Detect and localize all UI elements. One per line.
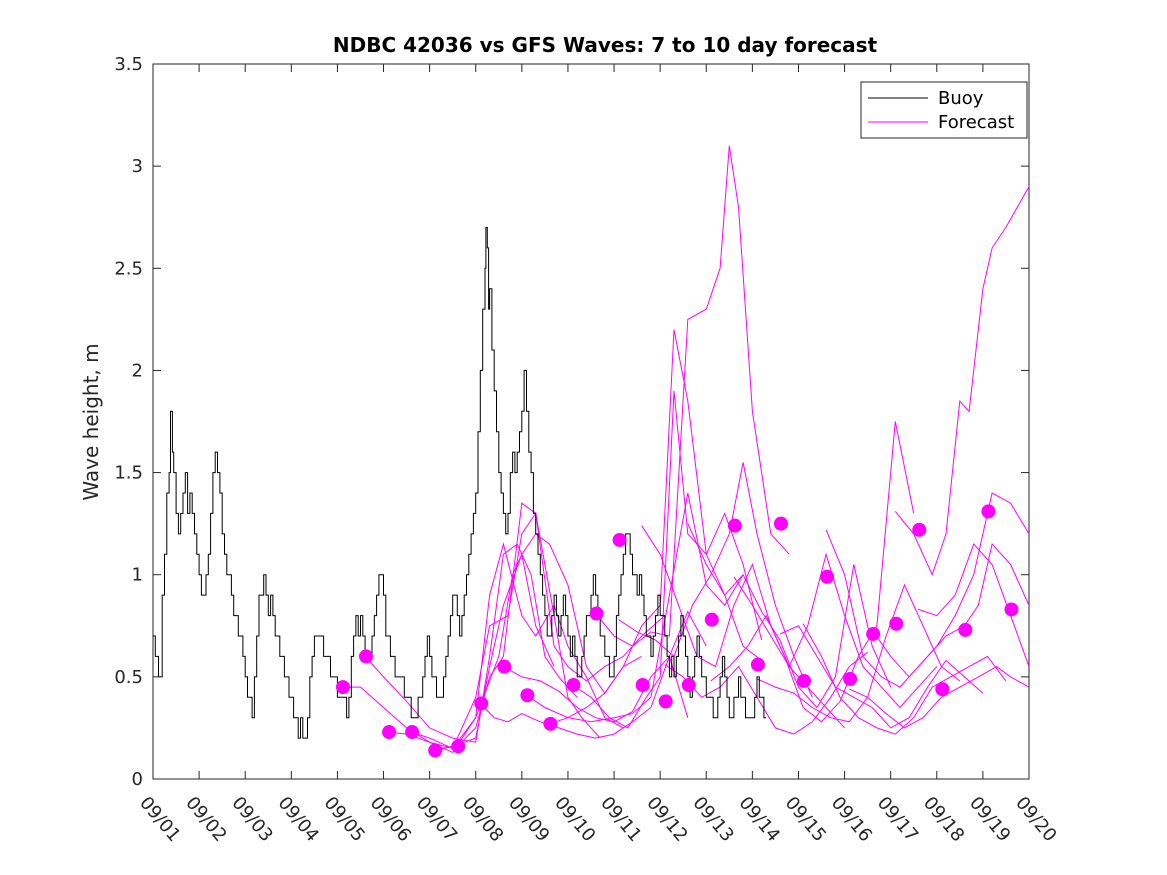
forecast-line — [687, 523, 892, 709]
x-tick-label: 09/05 — [320, 793, 369, 846]
y-tick-label: 1 — [132, 565, 143, 586]
x-tick-label: 09/08 — [458, 793, 507, 846]
forecast-line — [871, 543, 1030, 678]
forecast-marker — [566, 678, 581, 693]
forecast-line — [894, 186, 1030, 577]
axes-box — [152, 63, 1030, 780]
forecast-marker — [935, 682, 950, 697]
forecast-line — [641, 525, 845, 729]
forecast-marker — [612, 532, 627, 547]
forecast-marker — [474, 696, 489, 711]
x-tick-label: 09/17 — [873, 793, 922, 846]
y-tick-label: 2.5 — [114, 258, 143, 279]
y-tick-label: 0 — [132, 769, 143, 790]
x-tick-label: 09/11 — [596, 793, 645, 846]
forecast-line — [572, 390, 763, 729]
forecast-marker — [704, 612, 719, 627]
x-tick-label: 09/18 — [919, 793, 968, 846]
forecast-marker — [958, 622, 973, 637]
x-tick-label: 09/12 — [642, 793, 691, 846]
x-tick-label: 09/06 — [366, 793, 415, 846]
x-tick-label: 09/19 — [965, 793, 1014, 846]
forecast-line — [664, 651, 868, 735]
forecast-marker — [451, 739, 466, 754]
x-tick-label: 09/16 — [827, 793, 876, 846]
x-tick-label: 09/10 — [550, 793, 599, 846]
forecast-line — [364, 543, 578, 743]
legend-forecast-label: Forecast — [938, 112, 1014, 133]
buoy-series-group — [153, 226, 767, 739]
y-tick-label: 3 — [132, 156, 143, 177]
y-tick-label: 3.5 — [114, 54, 143, 75]
x-tick-label: 09/07 — [412, 793, 461, 846]
forecast-marker — [866, 626, 881, 641]
buoy-line — [153, 226, 767, 739]
forecast-marker — [912, 522, 927, 537]
forecast-marker — [820, 569, 835, 584]
forecast-marker — [428, 743, 443, 758]
legend-box — [860, 81, 1028, 139]
x-tick-label: 09/14 — [735, 793, 784, 846]
y-tick-label: 0.5 — [114, 667, 143, 688]
y-tick-label: 1.5 — [114, 463, 143, 484]
forecast-marker — [359, 649, 374, 664]
plot-area: 00.511.522.533.509/0109/0209/0309/0409/0… — [114, 54, 1060, 846]
forecast-line — [779, 625, 984, 729]
y-tick-label: 2 — [132, 360, 143, 381]
forecast-marker — [681, 678, 696, 693]
forecast-marker — [335, 680, 350, 695]
forecast-line — [848, 666, 1030, 729]
x-tick-label: 09/09 — [504, 793, 553, 846]
x-tick-label: 09/01 — [135, 793, 184, 846]
chart-title: NDBC 42036 vs GFS Waves: 7 to 10 day for… — [333, 33, 878, 57]
forecast-marker — [889, 616, 904, 631]
legend: Buoy Forecast — [860, 81, 1028, 139]
x-tick-label: 09/04 — [273, 793, 322, 846]
forecast-line — [595, 145, 790, 647]
forecast-line — [733, 552, 938, 709]
forecast-marker — [750, 657, 765, 672]
forecast-marker — [405, 725, 420, 740]
forecast-marker — [497, 659, 512, 674]
forecast-marker — [797, 673, 812, 688]
forecast-marker — [773, 516, 788, 531]
x-tick-label: 09/15 — [781, 793, 830, 846]
legend-buoy-label: Buoy — [938, 88, 984, 109]
forecast-line — [479, 654, 689, 739]
forecast-line — [618, 462, 813, 698]
forecast-marker — [543, 716, 558, 731]
x-tick-label: 09/13 — [688, 793, 737, 846]
x-tick-label: 09/20 — [1011, 793, 1060, 846]
forecast-line — [456, 502, 666, 747]
forecast-marker — [727, 518, 742, 533]
y-axis-label: Wave height, m — [79, 343, 103, 500]
forecast-line — [802, 623, 1007, 735]
forecast-line — [342, 552, 555, 754]
forecast-marker — [843, 671, 858, 686]
forecast-line — [710, 421, 915, 723]
forecast-line — [756, 583, 961, 723]
forecast-marker — [635, 678, 650, 693]
forecast-marker — [658, 694, 673, 709]
x-tick-label: 09/03 — [227, 793, 276, 846]
forecast-marker-group — [335, 504, 1019, 758]
forecast-marker — [1004, 602, 1019, 617]
forecast-marker — [520, 688, 535, 703]
forecast-marker — [382, 725, 397, 740]
forecast-marker — [981, 504, 996, 519]
x-tick-label: 09/02 — [181, 793, 230, 846]
forecast-marker — [589, 606, 604, 621]
